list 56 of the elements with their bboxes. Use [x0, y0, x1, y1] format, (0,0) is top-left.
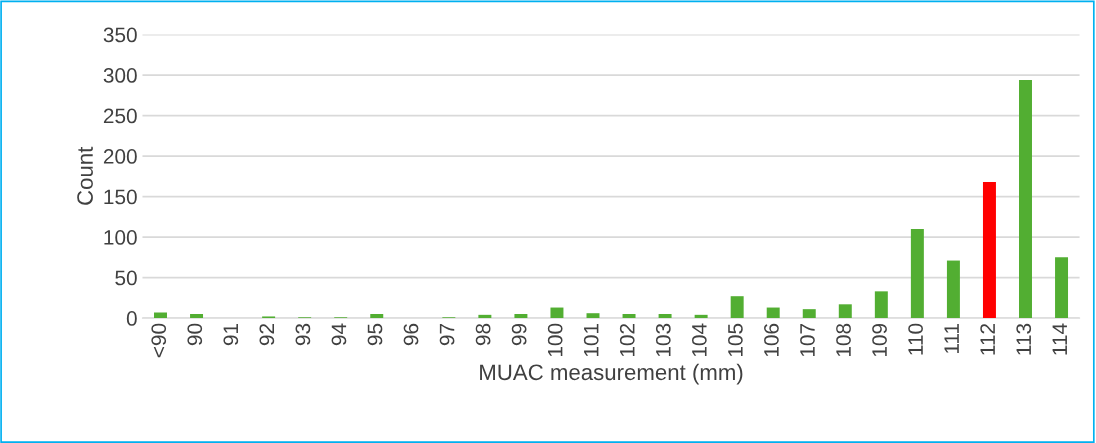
bar — [622, 314, 636, 319]
bar — [658, 314, 672, 319]
x-tick-label: 103 — [655, 323, 671, 357]
bar — [550, 307, 564, 319]
x-tick-label: 108 — [836, 323, 851, 357]
bar — [874, 291, 888, 319]
x-tick-label: 95 — [367, 323, 383, 346]
bar — [838, 304, 852, 319]
bar — [154, 312, 167, 319]
bar — [370, 314, 384, 319]
x-tick-label: 99 — [511, 323, 527, 346]
x-tick-label: 101 — [583, 323, 599, 357]
x-tick-label: 98 — [475, 323, 491, 346]
y-axis-title: Count — [77, 146, 93, 205]
x-tick-label: 92 — [259, 323, 275, 346]
bar — [946, 260, 960, 319]
y-tick-label: 50 — [115, 270, 137, 286]
y-tick-label: 150 — [104, 189, 137, 205]
x-tick-label: 105 — [728, 323, 743, 357]
y-tick-label: 0 — [126, 311, 137, 326]
bar — [694, 314, 708, 319]
x-tick-label: 90 — [187, 323, 203, 346]
x-tick-label: 107 — [800, 323, 815, 357]
x-tick-label: 111 — [944, 323, 959, 354]
x-axis-title: MUAC measurement (mm) — [480, 363, 743, 385]
bar — [586, 313, 600, 319]
x-tick-label: 113 — [1016, 323, 1032, 355]
x-tick-label: 93 — [295, 323, 311, 346]
x-tick-label: <90 — [151, 323, 167, 358]
x-tick-label: 104 — [691, 323, 707, 357]
y-tick-label: 200 — [103, 149, 137, 164]
x-tick-label: 102 — [619, 323, 635, 357]
y-tick-label: 300 — [103, 68, 137, 83]
bar — [766, 307, 780, 319]
x-tick-label: 97 — [439, 323, 455, 346]
x-tick-label: 110 — [908, 323, 923, 355]
bar — [1019, 79, 1032, 319]
bar — [514, 314, 528, 319]
bar — [982, 181, 996, 319]
bar — [910, 228, 924, 319]
y-tick-label: 100 — [104, 230, 137, 245]
y-tick-label: 250 — [103, 108, 137, 124]
y-tick-label: 350 — [103, 27, 137, 43]
bar — [478, 314, 492, 319]
bar — [190, 314, 204, 319]
bar — [802, 309, 816, 319]
x-tick-label: 114 — [1052, 323, 1067, 355]
x-tick-label: 96 — [403, 323, 419, 346]
x-tick-label: 106 — [764, 323, 779, 357]
bar — [1055, 257, 1069, 319]
x-tick-label: 94 — [331, 323, 347, 346]
bar — [730, 296, 744, 319]
x-tick-label: 112 — [980, 323, 995, 355]
x-tick-label: 109 — [872, 323, 887, 357]
x-tick-label: 91 — [223, 323, 239, 346]
x-tick-label: 100 — [547, 323, 563, 357]
